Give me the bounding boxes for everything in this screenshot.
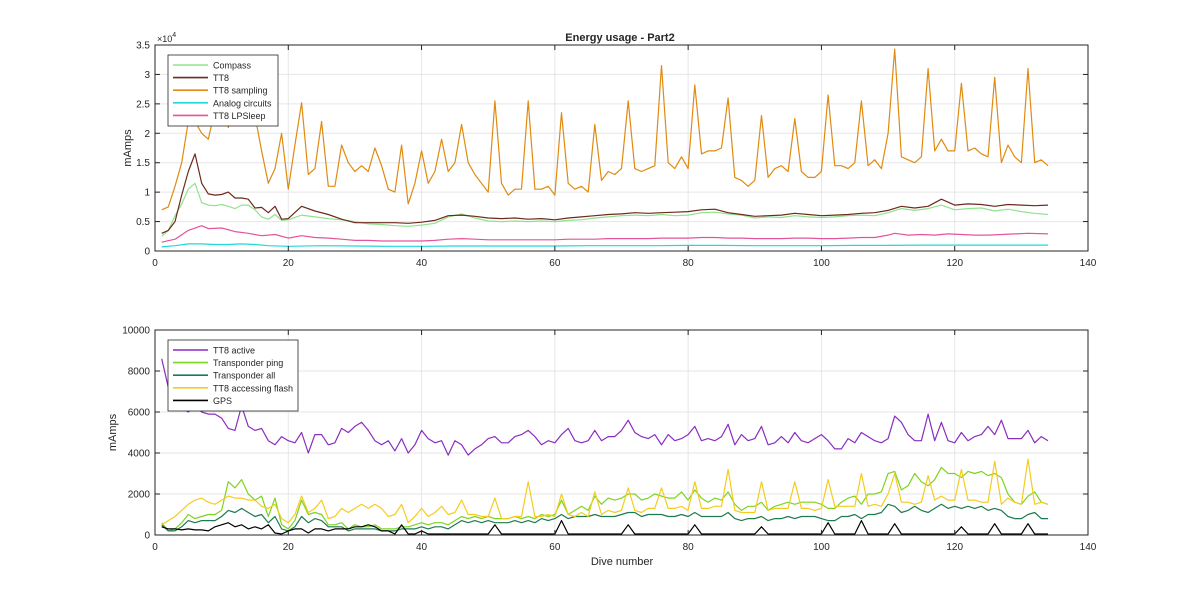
top-legend-label: Analog circuits (213, 98, 272, 108)
bottom-x-tick-label: 120 (946, 542, 963, 553)
top-x-tick-label: 120 (946, 258, 963, 269)
top-y-tick-label: 3 (144, 70, 150, 81)
bottom-series-line-5 (161, 520, 1048, 535)
bottom-y-tick-label: 6000 (128, 408, 151, 419)
top-x-tick-label: 140 (1080, 258, 1097, 269)
chart-title: Energy usage - Part2 (565, 32, 674, 44)
top-x-tick-label: 0 (152, 258, 158, 269)
y-exponent-label: ×104 (157, 32, 176, 44)
top-y-tick-label: 1.5 (136, 158, 150, 169)
top-x-tick-label: 20 (283, 258, 295, 269)
top-legend-label: Compass (213, 61, 252, 71)
x-axis-label: Dive number (591, 556, 654, 568)
bottom-series-line-3 (161, 503, 1048, 532)
top-y-tick-label: 3.5 (136, 41, 150, 52)
bottom-y-tick-label: 0 (144, 531, 150, 542)
bottom-x-tick-label: 100 (813, 542, 830, 553)
bottom-series-line-4 (161, 458, 1049, 526)
top-series-line-3 (161, 48, 1049, 211)
bottom-y-tick-label: 8000 (128, 367, 151, 378)
top-x-tick-label: 40 (416, 258, 428, 269)
bottom-y-axis-label: mAmps (107, 413, 119, 451)
bottom-axes-box (154, 329, 1089, 536)
top-series-line-1 (161, 182, 1049, 237)
top-x-tick-label: 100 (813, 258, 830, 269)
bottom-legend-label: GPS (213, 396, 232, 406)
top-y-tick-label: 0.5 (136, 217, 150, 228)
bottom-legend-label: TT8 active (213, 346, 255, 356)
bottom-legend-label: Transponder all (213, 371, 275, 381)
top-series-line-2 (161, 153, 1049, 234)
bottom-legend-label: TT8 accessing flash (213, 383, 293, 393)
bottom-plot: 0 20 40 60 80 100 120 140 0 2000 4000 6000 8000 10000… (107, 326, 1097, 554)
bottom-x-tick-label: 140 (1080, 542, 1097, 553)
top-y-axis-label: mAmps (122, 129, 134, 167)
top-plot: 0 20 40 60 80 100 120 140 0 0.5 1 1.5 2 2.5 3 3.5 mAmps C… (122, 41, 1097, 270)
bottom-series-line-2 (161, 466, 1049, 532)
bottom-x-tick-label: 20 (283, 542, 295, 553)
top-series-line-5 (161, 225, 1049, 243)
top-y-tick-label: 0 (144, 247, 150, 258)
bottom-y-tick-label: 2000 (128, 490, 151, 501)
top-x-tick-label: 80 (683, 258, 695, 269)
top-y-tick-label: 2.5 (136, 99, 150, 110)
bottom-x-tick-label: 60 (549, 542, 561, 553)
top-y-tick-label: 1 (144, 188, 150, 199)
bottom-series-line-1 (161, 358, 1049, 456)
top-x-tick-label: 60 (549, 258, 561, 269)
bottom-x-tick-label: 0 (152, 542, 158, 553)
top-series-line-4 (161, 243, 1048, 248)
top-y-tick-label: 2 (144, 129, 150, 140)
bottom-x-tick-label: 80 (683, 542, 695, 553)
top-legend-label: TT8 LPSleep (213, 111, 266, 121)
bottom-y-tick-label: 4000 (128, 449, 151, 460)
bottom-legend-label: Transponder ping (213, 358, 283, 368)
top-legend-label: TT8 (213, 73, 229, 83)
bottom-y-tick-label: 10000 (122, 326, 150, 337)
top-legend-label: TT8 sampling (213, 86, 268, 96)
bottom-x-tick-label: 40 (416, 542, 428, 553)
top-axes-box (154, 44, 1089, 252)
